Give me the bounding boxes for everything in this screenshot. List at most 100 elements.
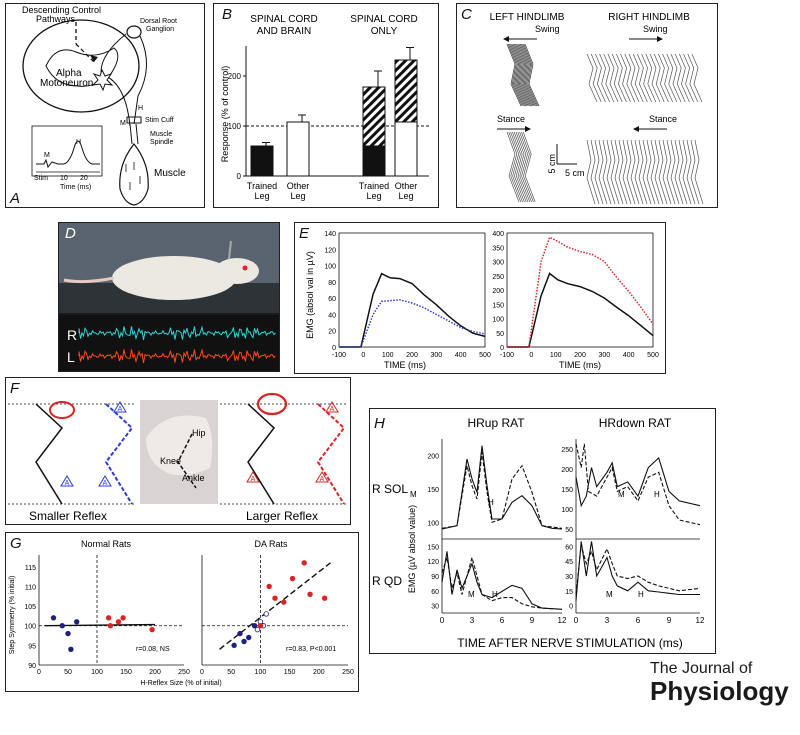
h-br-ytick: 45 — [565, 559, 573, 566]
spinal-cord-outline — [22, 19, 140, 113]
panel-c-diagram: LEFT HINDLIMB RIGHT HINDLIMB Swing Swing… — [490, 12, 704, 205]
b-xlabel-2b: Leg — [290, 191, 305, 201]
panel-b: B SPINAL CORD AND BRAIN SPINAL CORD ONLY… — [213, 3, 439, 208]
stim-cuff — [126, 116, 142, 124]
g-left-point-red — [105, 615, 112, 621]
e-left-dotted-series — [339, 299, 486, 348]
e-right-ytick: 0 — [500, 345, 504, 352]
c-arrow-left-stance — [525, 126, 531, 132]
g-left-xtick: 50 — [64, 669, 72, 676]
panel-d-photo — [59, 223, 279, 371]
h-tr-ytick: 250 — [561, 447, 573, 454]
b-group1-line2: AND BRAIN — [257, 26, 311, 37]
e-left-ytick: 40 — [328, 312, 336, 319]
journal-line2: Physiology — [650, 676, 789, 706]
b-xlabel-3a: Trained — [359, 181, 389, 191]
g-left-point-blue — [73, 619, 80, 625]
e-ylabel: EMG (absol val in µV) — [305, 251, 315, 339]
inset-tick-20: 20 — [80, 175, 88, 182]
f-a5: A — [251, 476, 256, 483]
panel-b-chart: SPINAL CORD AND BRAIN SPINAL CORD ONLY R… — [220, 14, 429, 201]
h-br-ytick: 0 — [569, 604, 573, 611]
c-arrow-right-stance — [633, 126, 639, 132]
g-left-point-red — [107, 623, 114, 629]
f-a3: A — [103, 480, 108, 487]
g-left-point-blue — [59, 623, 65, 629]
panel-h-label: H — [374, 415, 385, 432]
g-ytick: 95 — [28, 643, 36, 650]
c-left-stance-sticks — [506, 131, 536, 203]
panel-c-label: C — [461, 6, 472, 23]
panel-e-label: E — [299, 225, 310, 242]
inset-h: H — [76, 139, 81, 146]
e-left-solid-series — [339, 272, 486, 348]
h-tr-dashed-trace — [575, 443, 701, 526]
rat-eye — [242, 265, 248, 271]
f-joint-line — [177, 433, 197, 489]
label-muscle-1: Muscle — [150, 131, 172, 138]
label-alpha: Alpha — [56, 68, 82, 79]
e-right-dotted-series — [507, 236, 654, 348]
panel-g-label: G — [10, 535, 22, 552]
h-bl-ytick: 150 — [427, 544, 439, 551]
h-bl-solid-trace — [441, 551, 563, 610]
h-bl-xtick: 12 — [558, 616, 567, 625]
b-bar-base — [362, 145, 386, 177]
h-br-xtick: 0 — [574, 616, 579, 625]
f-left-black-leg — [35, 403, 64, 505]
b-group2-line1: SPINAL CORD — [350, 14, 417, 25]
e-left-ytick: 80 — [328, 280, 336, 287]
label-descending: Descending Control — [22, 5, 101, 15]
panel-a-diagram: Descending Control Pathways Dorsal Root … — [22, 5, 186, 206]
f-left-red-circle — [49, 401, 75, 419]
e-left-xtick: 400 — [455, 352, 467, 359]
b-ytick: 200 — [228, 72, 242, 81]
g-title-left: Normal Rats — [81, 539, 132, 549]
g-left-point-blue — [65, 630, 71, 637]
g-ytick: 115 — [25, 565, 36, 572]
h-tr-ytick: 100 — [561, 507, 573, 514]
h-bl-dashed-trace — [441, 555, 563, 610]
h-bl-xtick: 6 — [500, 616, 505, 625]
h-tl-ytick: 100 — [427, 520, 439, 527]
b-xlabel-3b: Leg — [366, 191, 381, 201]
e-right-xtick: 100 — [550, 352, 562, 359]
g-right-point-open — [263, 611, 269, 617]
g-right-point-red — [289, 575, 296, 582]
d-label-l: L — [67, 349, 75, 365]
h-tl-dashed-trace — [441, 452, 563, 529]
h-br-xtick: 6 — [636, 616, 641, 625]
f-smaller: Smaller Reflex — [29, 509, 107, 523]
h-bl-ytick: 30 — [431, 604, 439, 611]
e-right-ytick: 400 — [492, 231, 504, 238]
e-right-solid-series — [507, 272, 654, 348]
c-right-title: RIGHT HINDLIMB — [608, 12, 690, 23]
label-muscle: Muscle — [154, 168, 186, 179]
e-left-xtick: 0 — [361, 352, 365, 359]
f-knee: Knee — [160, 456, 181, 466]
g-ytick: 90 — [28, 663, 36, 670]
inset-box — [31, 125, 103, 177]
f-left-blue-leg — [104, 403, 134, 505]
b-xlabel-2a: Other — [287, 181, 310, 191]
h-br-dashed-trace — [575, 545, 701, 595]
h-br-m-label: M — [606, 590, 613, 599]
label-spindle: Spindle — [150, 139, 173, 146]
c-arrow-right-swing — [657, 36, 663, 42]
journal-logo: The Journal of Physiology — [650, 660, 798, 704]
panel-e-chart: EMG (absol val in µV) TIME (ms) TIME (ms… — [305, 231, 659, 370]
g-right-point-blue — [231, 642, 237, 649]
e-left-ytick: 100 — [324, 264, 336, 271]
e-xlabel-left: TIME (ms) — [384, 360, 426, 370]
g-right-point-red — [266, 583, 272, 590]
e-right-ytick: 100 — [492, 317, 504, 324]
b-bar — [286, 121, 310, 177]
c-stance-left: Stance — [497, 114, 525, 124]
panel-g-chart: Step Symmetry (% initial) H-Reflex Size … — [9, 539, 354, 687]
panel-e: E EMG (absol val in µV) TIME (ms) TIME (… — [294, 222, 666, 374]
g-right-xtick: 150 — [284, 669, 296, 676]
c-scale-h: 5 cm — [565, 168, 585, 178]
c-right-stance-sticks — [586, 139, 704, 205]
e-right-xtick: -100 — [500, 352, 514, 359]
f-right-black-leg — [247, 403, 276, 505]
